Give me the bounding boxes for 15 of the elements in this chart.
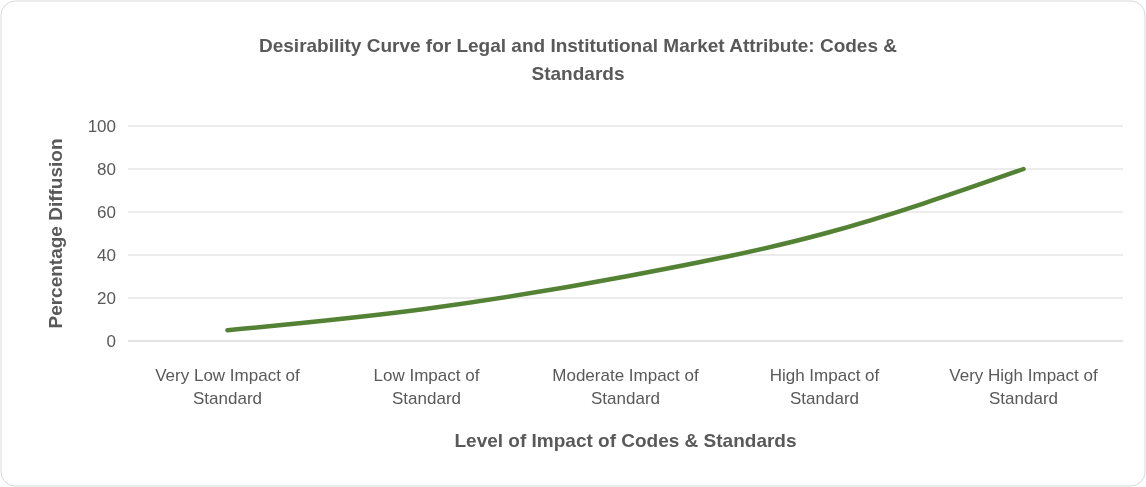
chart-title: Desirability Curve for Legal and Institutional Market Attribute: Codes & Standards xyxy=(259,35,898,84)
line-series xyxy=(225,166,1026,333)
y-tick-label: 100 xyxy=(87,116,116,136)
y-tick-label: 60 xyxy=(97,202,116,222)
y-tick-label: 0 xyxy=(106,331,116,351)
x-tick-label: High Impact of Standard xyxy=(769,366,880,408)
y-tick-label: 20 xyxy=(97,288,116,308)
x-tick-label: Very High Impact of Standard xyxy=(949,366,1098,408)
x-tick-label: Moderate Impact of Standard xyxy=(552,366,699,408)
x-tick-label: Very Low Impact of Standard xyxy=(155,366,301,408)
x-axis-title: Level of Impact of Codes & Standards xyxy=(454,430,797,451)
y-tick-label: 40 xyxy=(97,245,116,265)
x-tick-label: Low Impact of Standard xyxy=(373,366,480,408)
y-axis-title: Percentage Diffusion xyxy=(45,138,66,329)
y-tick-label: 80 xyxy=(97,159,116,179)
